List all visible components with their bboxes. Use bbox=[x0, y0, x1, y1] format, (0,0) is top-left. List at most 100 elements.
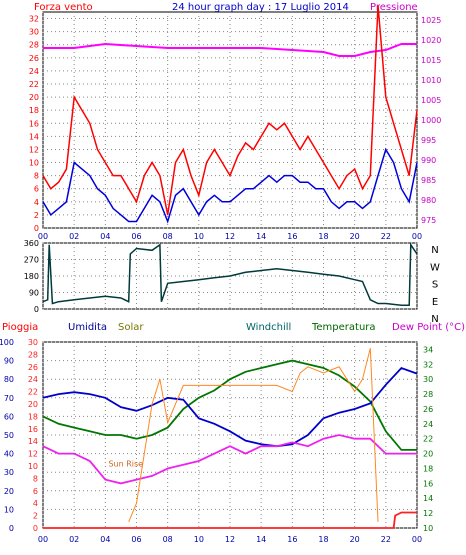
y-right-tick-label: 975 bbox=[421, 216, 436, 225]
y-tick-label: 90 bbox=[29, 289, 39, 298]
y-rain-tick-label: 22 bbox=[28, 388, 38, 397]
dew-point-label: Dew Point (°C) bbox=[392, 322, 465, 333]
y-rain-tick-label: 20 bbox=[28, 400, 38, 409]
x-tick-label: 00 bbox=[38, 535, 48, 544]
y-temp-tick-label: 32 bbox=[423, 360, 433, 369]
x-tick-label: 18 bbox=[318, 535, 328, 544]
sun-rise-annotation: Sun Rise bbox=[108, 460, 143, 469]
x-tick-label: 00 bbox=[412, 535, 422, 544]
y-left-tick-label: 30 bbox=[29, 28, 39, 37]
x-tick-label: 00 bbox=[38, 232, 48, 241]
y-humidity-tick-label: 70 bbox=[4, 394, 14, 403]
y-right-tick-label: 980 bbox=[421, 196, 436, 205]
y-rain-tick-label: 4 bbox=[33, 499, 38, 508]
y-rain-tick-label: 10 bbox=[28, 462, 38, 471]
y-right-tick-label: 990 bbox=[421, 156, 436, 165]
y-humidity-tick-label: 60 bbox=[4, 412, 14, 421]
y-tick-label: 0 bbox=[34, 305, 39, 314]
y-left-tick-label: 12 bbox=[29, 145, 39, 154]
series-gust bbox=[42, 5, 418, 216]
y-humidity-tick-label: 100 bbox=[0, 338, 14, 347]
windchill-label: Windchill bbox=[246, 322, 291, 333]
x-tick-label: 18 bbox=[318, 232, 328, 241]
x-tick-label: 02 bbox=[69, 535, 79, 544]
y-tick-label: 360 bbox=[24, 239, 39, 248]
series-temp bbox=[42, 359, 417, 451]
y-left-tick-label: 6 bbox=[34, 185, 39, 194]
series-direction bbox=[42, 242, 418, 307]
y-temp-tick-label: 10 bbox=[423, 524, 433, 533]
y-right-tick-label: 1020 bbox=[421, 36, 441, 45]
x-tick-label: 22 bbox=[381, 232, 391, 241]
y-left-tick-label: 24 bbox=[29, 67, 39, 76]
y-left-tick-label: 20 bbox=[29, 93, 39, 102]
x-tick-label: 16 bbox=[287, 535, 297, 544]
y-temp-tick-label: 34 bbox=[423, 345, 433, 354]
y-tick-label: 270 bbox=[24, 256, 39, 265]
x-tick-label: 22 bbox=[381, 535, 391, 544]
x-tick-label: 10 bbox=[194, 232, 204, 241]
x-tick-label: 06 bbox=[131, 232, 141, 241]
direction-label: W bbox=[430, 262, 440, 273]
y-temp-tick-label: 16 bbox=[423, 479, 433, 488]
y-left-tick-label: 26 bbox=[29, 54, 39, 63]
y-right-tick-label: 1025 bbox=[421, 16, 441, 25]
y-right-tick-label: 985 bbox=[421, 176, 436, 185]
y-humidity-tick-label: 10 bbox=[4, 505, 14, 514]
y-right-tick-label: 1005 bbox=[421, 96, 441, 105]
x-tick-label: 02 bbox=[69, 232, 79, 241]
direction-label: S bbox=[432, 280, 438, 291]
y-humidity-tick-label: 90 bbox=[4, 357, 14, 366]
y-tick-label: 180 bbox=[24, 272, 39, 281]
y-rain-tick-label: 18 bbox=[28, 412, 38, 421]
y-humidity-tick-label: 20 bbox=[4, 487, 14, 496]
solar-label: Solar bbox=[118, 322, 144, 333]
x-tick-label: 12 bbox=[225, 232, 235, 241]
direction-label: E bbox=[432, 297, 438, 308]
series-pressure bbox=[43, 42, 417, 57]
x-tick-label: 14 bbox=[256, 232, 266, 241]
direction-label: N bbox=[431, 314, 438, 325]
y-rain-tick-label: 14 bbox=[28, 437, 38, 446]
y-temp-tick-label: 28 bbox=[423, 390, 433, 399]
pressure-label: Pressione bbox=[370, 2, 418, 13]
x-tick-label: 16 bbox=[287, 232, 297, 241]
x-tick-label: 04 bbox=[100, 535, 110, 544]
y-left-tick-label: 18 bbox=[29, 106, 39, 115]
y-temp-tick-label: 14 bbox=[423, 494, 433, 503]
y-temp-tick-label: 12 bbox=[423, 509, 433, 518]
temperature-label: Temperatura bbox=[311, 322, 376, 333]
x-tick-label: 00 bbox=[412, 232, 422, 241]
wind-force-label: Forza vento bbox=[34, 2, 93, 13]
x-tick-label: 08 bbox=[163, 232, 173, 241]
y-left-tick-label: 28 bbox=[29, 41, 39, 50]
series-rain bbox=[43, 511, 417, 529]
direction-label: N bbox=[431, 245, 438, 256]
y-rain-tick-label: 30 bbox=[28, 338, 38, 347]
y-left-tick-label: 10 bbox=[29, 159, 39, 168]
rain-label: Pioggia bbox=[2, 322, 38, 333]
y-left-tick-label: 0 bbox=[34, 224, 39, 233]
y-left-tick-label: 2 bbox=[34, 211, 39, 220]
x-tick-label: 12 bbox=[225, 535, 235, 544]
y-left-tick-label: 4 bbox=[34, 198, 39, 207]
series-hum bbox=[42, 366, 418, 448]
y-right-tick-label: 1015 bbox=[421, 56, 441, 65]
series-avg bbox=[42, 147, 418, 224]
x-tick-label: 20 bbox=[350, 535, 360, 544]
y-humidity-tick-label: 80 bbox=[4, 375, 14, 384]
y-temp-tick-label: 20 bbox=[423, 450, 433, 459]
y-rain-tick-label: 6 bbox=[33, 487, 38, 496]
y-humidity-tick-label: 50 bbox=[4, 431, 14, 440]
y-right-tick-label: 1000 bbox=[421, 116, 441, 125]
y-rain-tick-label: 28 bbox=[28, 350, 38, 359]
y-left-tick-label: 32 bbox=[29, 15, 39, 24]
y-temp-tick-label: 22 bbox=[423, 435, 433, 444]
x-tick-label: 08 bbox=[163, 535, 173, 544]
x-tick-label: 06 bbox=[131, 535, 141, 544]
series-dew bbox=[42, 434, 417, 485]
y-rain-tick-label: 2 bbox=[33, 512, 38, 521]
